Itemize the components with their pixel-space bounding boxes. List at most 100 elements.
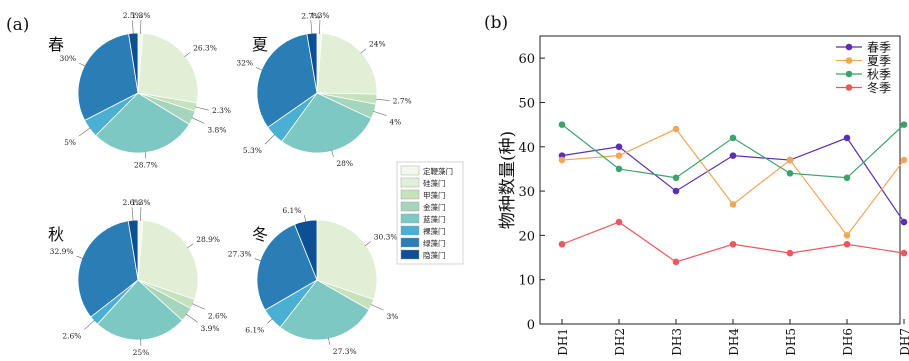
- legend-label: 秋季: [867, 68, 891, 82]
- data-point: [672, 174, 680, 182]
- pie-slice-label: 26.3%: [193, 43, 217, 52]
- data-point: [615, 152, 623, 159]
- pie-slice-label: 24%: [369, 40, 386, 49]
- pie-label-leader: [255, 67, 263, 71]
- y-tick-label: 10: [518, 274, 535, 289]
- data-point: [729, 134, 737, 142]
- pie-slice-label: 3.9%: [201, 324, 220, 333]
- pie-slice-label: 30%: [60, 54, 77, 63]
- data-point: [843, 134, 851, 142]
- pie-slice-label: 3.8%: [207, 125, 226, 134]
- pie-legend-label: 金藻门: [423, 202, 446, 212]
- legend-label: 夏季: [867, 54, 891, 68]
- y-tick-label: 0: [527, 318, 535, 333]
- panel-a-label: (a): [6, 15, 29, 35]
- y-tick-label: 40: [518, 141, 535, 156]
- pie-slice-label: 2.3%: [212, 106, 231, 115]
- pie-slice-label: 2.6%: [208, 311, 227, 320]
- data-point: [843, 240, 851, 248]
- pie-label-leader: [131, 20, 134, 35]
- y-tick-label: 30: [518, 185, 535, 200]
- pie-label-leader: [191, 303, 206, 310]
- pie-slice-label: 1.3%: [131, 11, 150, 20]
- pie-chart: 夏 1.3% 24% 2.7% 4% 28% 5.3% 32% 2.7%: [236, 11, 411, 168]
- pie-slice-label: 2.6%: [122, 198, 141, 207]
- pie-season-title: 夏: [252, 35, 268, 54]
- data-point: [672, 187, 680, 195]
- data-point: [729, 240, 737, 248]
- pie-label-leader: [364, 241, 371, 246]
- pie-slice-label: 2.7%: [393, 97, 412, 106]
- pie-label-leader: [328, 337, 331, 345]
- data-point: [786, 170, 794, 177]
- plot-frame: [539, 35, 901, 325]
- y-tick-label: 20: [518, 229, 535, 244]
- pie-slice-label: 32%: [236, 59, 253, 68]
- data-point: [672, 125, 680, 133]
- data-point: [615, 218, 623, 226]
- pie-charts-group: 春 1.3% 26.3% 2.3% 3.8% 28.7% 5% 30% 2.5% 夏 1.3% 24%…: [48, 11, 412, 357]
- pie-slice-label: 3%: [387, 312, 399, 321]
- x-tick-label: DH5: [784, 328, 798, 356]
- legend-marker: [845, 43, 853, 51]
- data-point: [786, 249, 794, 257]
- y-tick-label: 60: [518, 52, 535, 67]
- pie-slice-label: 2.5%: [123, 11, 142, 20]
- pie-legend-frame: [396, 161, 464, 265]
- pie-label-leader: [310, 20, 313, 35]
- pie-label-leader: [373, 110, 387, 116]
- pie-legend-swatch: [400, 189, 420, 200]
- pie-slice-label: 6.1%: [282, 206, 301, 215]
- pie-legend-swatch: [400, 177, 420, 188]
- data-point: [900, 218, 908, 226]
- line-series: [558, 218, 908, 266]
- pie-label-leader: [375, 98, 390, 101]
- pie-legend-swatch: [400, 237, 420, 248]
- pie-slice-label: 1.3%: [310, 11, 329, 20]
- pie-season-title: 冬: [252, 225, 268, 244]
- pie-slice-label: 30.3%: [374, 233, 398, 242]
- y-tick-label: 50: [518, 96, 535, 111]
- pie-legend-swatch: [400, 201, 420, 212]
- pie-slice-label: 25%: [133, 348, 150, 357]
- pie-slice-label: 28.7%: [134, 161, 158, 170]
- x-tick-label: DH4: [727, 328, 741, 356]
- pie-label-leader: [191, 117, 205, 124]
- legend-marker: [845, 84, 853, 91]
- pie-label-leader: [370, 304, 384, 311]
- x-tick-label: DH3: [670, 328, 684, 356]
- x-tick-label: DH1: [556, 328, 570, 356]
- legend-label: 春季: [867, 41, 891, 55]
- data-point: [615, 143, 623, 151]
- pie-legend-label: 定鞭藻门: [423, 166, 453, 176]
- data-point: [672, 258, 680, 266]
- legend-marker: [845, 57, 853, 64]
- pie-slice-label: 28.9%: [196, 235, 220, 244]
- pie-legend-swatch: [400, 213, 420, 224]
- pie-slice-label: 6.1%: [245, 325, 264, 334]
- pie-slice-label: 1.3%: [131, 198, 150, 207]
- pie-legend-label: 隐藻门: [423, 250, 446, 260]
- pie-label-leader: [267, 318, 273, 324]
- data-point: [558, 240, 566, 248]
- x-tick-label: DH6: [841, 328, 855, 356]
- data-point: [900, 249, 908, 257]
- y-axis-label: 物种数量(种): [498, 131, 518, 229]
- pie-slice-label: 4%: [389, 118, 401, 127]
- pie-legend-label: 甲藻门: [423, 190, 446, 200]
- pie-legend-swatch: [400, 225, 420, 236]
- pie-slice-label: 27.3%: [333, 347, 357, 356]
- series-line: [561, 137, 905, 223]
- data-point: [729, 201, 737, 208]
- legend-label: 冬季: [867, 80, 891, 95]
- pie-slice-label: 5%: [64, 138, 76, 147]
- pie-chart: 冬 30.3% 3% 27.3% 6.1% 27.3% 6.1%: [228, 206, 399, 356]
- data-point: [843, 174, 851, 182]
- pie-label-leader: [140, 207, 142, 222]
- pie-label-leader: [187, 243, 194, 248]
- series-line: [561, 128, 905, 237]
- pie-label-leader: [144, 151, 147, 159]
- pie-slice-label: 2.7%: [301, 11, 320, 20]
- line-series: [558, 121, 908, 182]
